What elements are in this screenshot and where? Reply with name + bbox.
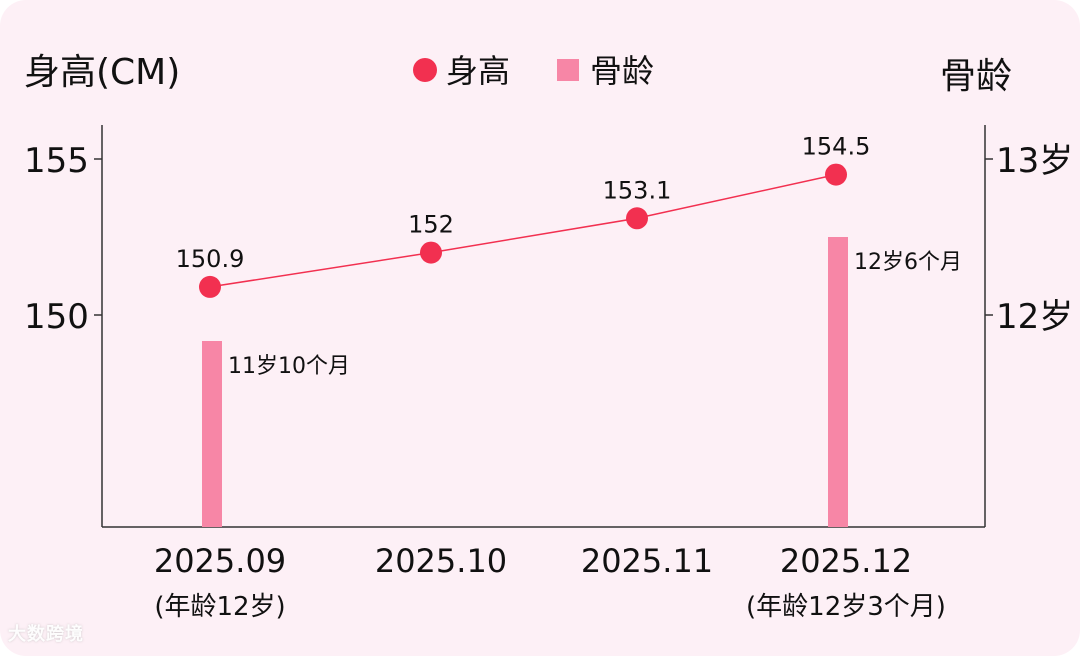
left-axis-title: 身高(CM) — [24, 52, 180, 93]
legend-height-label: 身高 — [446, 52, 510, 90]
x-tick-sublabel-0: (年龄12岁) — [154, 592, 285, 622]
legend-bone-age-marker — [557, 59, 579, 81]
right-axis-title: 骨龄 — [940, 56, 1012, 97]
x-tick-label-0: 2025.09 — [154, 542, 286, 580]
x-tick-label-2: 2025.11 — [581, 542, 713, 580]
height-value-label-0: 150.9 — [176, 245, 245, 273]
height-value-label-2: 153.1 — [603, 176, 672, 204]
right-tick-label-1: 13岁 — [996, 141, 1073, 181]
x-tick-sublabel-3: (年龄12岁3个月) — [746, 592, 946, 622]
height-line — [209, 173, 837, 288]
left-tick-label-1: 155 — [24, 141, 89, 181]
bone-age-label-3: 12岁6个月 — [854, 250, 962, 275]
height-value-label-3: 154.5 — [802, 133, 871, 161]
legend-bone-age-label: 骨龄 — [590, 52, 654, 90]
right-tick-label-0: 12岁 — [996, 297, 1073, 337]
left-tick-label-0: 150 — [24, 297, 89, 337]
bone-age-label-0: 11岁10个月 — [228, 354, 350, 379]
height-point-0 — [199, 275, 221, 298]
legend-height-marker — [413, 58, 437, 82]
height-value-label-1: 152 — [408, 211, 454, 239]
bone-age-bar-0 — [202, 341, 222, 527]
x-tick-label-3: 2025.12 — [780, 542, 912, 580]
height-point-2 — [626, 207, 648, 230]
height-point-3 — [825, 163, 847, 186]
x-tick-label-1: 2025.10 — [375, 542, 507, 580]
bone-age-bar-3 — [828, 237, 848, 527]
height-point-1 — [420, 241, 442, 264]
watermark: 大数跨境 — [8, 624, 84, 645]
